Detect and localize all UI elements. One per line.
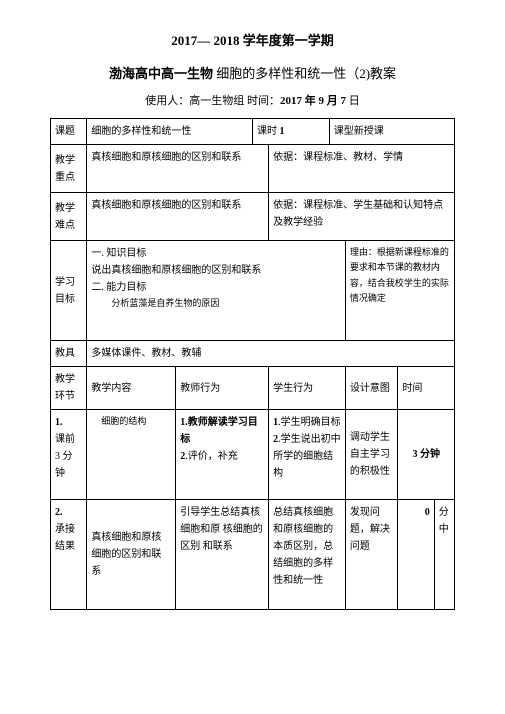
cell-value: 真核细胞和原核细胞的区别和联系 [87,145,269,193]
cell-value: 真核细胞和原核细胞的区别和联系 [87,500,176,610]
col-header: 教学环节 [51,367,87,410]
cell-label: 课题 [51,119,87,145]
title2-rest: 细胞的多样性和统一性（2)教案 [213,66,396,81]
title2-bold: 渤海高中高一生物 [109,66,213,81]
cell-value: 依据：课程标准、教材、学情 [269,145,455,193]
cell-value: 一. 知识目标 说出真核细胞和原核细胞的区别和联系 二. 能力目标 分析蓝藻是自… [87,241,346,341]
cell-label: 课型新授课 [329,119,454,145]
col-header: 教学内容 [87,367,176,410]
table-row-header: 教学环节 教学内容 教师行为 学生行为 设计意图 时间 [51,367,455,410]
cell-value: 调动学生自主学习的积极性 [345,410,398,500]
table-row: 课题 细胞的多样性和统一性 课时 1 课型新授课 [51,119,455,145]
cell-value: 1. 课前 3 分 钟 [51,410,87,500]
table-row: 教学重点 真核细胞和原核细胞的区别和联系 依据：课程标准、教材、学情 [51,145,455,193]
cell-value: 细胞的结构 [87,410,176,500]
table-row: 学习目标 一. 知识目标 说出真核细胞和原核细胞的区别和联系 二. 能力目标 分… [51,241,455,341]
cell-label: 学习目标 [51,241,87,341]
title3-prefix: 使用人：高一生物组 时间： [145,95,280,107]
cell-value: 发现问题，解决问题 [345,500,398,610]
title3-suffix: 日 [346,95,360,107]
goal-line: 分析蓝藻是自养生物的原因 [91,296,341,311]
cell-value: 细胞的多样性和统一性 [87,119,253,145]
goal-line: 二. 能力目标 [91,279,341,296]
cell-label: 教学难点 [51,193,87,241]
page-title-1: 2017— 2018 学年度第一学期 [50,30,455,49]
cell-value: 依据：课程标准、学生基础和认知特点及教学经验 [269,193,455,241]
cell-value: 0 [398,500,434,610]
lesson-plan-table: 课题 细胞的多样性和统一性 课时 1 课型新授课 教学重点 真核细胞和原核细胞的… [50,118,455,610]
goal-line: 说出真核细胞和原核细胞的区别和联系 [91,262,341,279]
cell-value: 理由：根据新课程标准的要求和本节课的教材内容，结合我校学生的实际情况确定 [345,241,454,341]
cell-label: 教学重点 [51,145,87,193]
cell-value: 总结真核细胞和原核细胞的本质区别，总结细胞的多样性和统一性 [269,500,346,610]
page-title-2: 渤海高中高一生物 细胞的多样性和统一性（2)教案 [50,63,455,82]
cell-value: 真核细胞和原核细胞的区别和联系 [87,193,269,241]
cell-value: 1.教师解读学习目标 2.评价，补充 [176,410,269,500]
cell-label: 教具 [51,341,87,367]
goal-line: 一. 知识目标 [91,245,341,262]
table-row: 1. 课前 3 分 钟 细胞的结构 1.教师解读学习目标 2.评价，补充 1.学… [51,410,455,500]
cell-value: 引导学生总结真核细胞和原 核细胞的区别 和联系 [176,500,269,610]
col-header: 教师行为 [176,367,269,410]
cell-label: 课时 1 [252,119,329,145]
title3-bold: 2017 年 9 月 7 [280,95,346,107]
col-header: 设计意图 [345,367,398,410]
table-row: 2. 承接 结果 真核细胞和原核细胞的区别和联系 引导学生总结真核细胞和原 核细… [51,500,455,610]
page-title-3: 使用人：高一生物组 时间：2017 年 9 月 7 日 [50,92,455,108]
table-row: 教学难点 真核细胞和原核细胞的区别和联系 依据：课程标准、学生基础和认知特点及教… [51,193,455,241]
cell-value: 2. 承接 结果 [51,500,87,610]
cell-value: 多媒体课件、教材、教辅 [87,341,455,367]
table-row: 教具 多媒体课件、教材、教辅 [51,341,455,367]
cell-value: 3 分钟 [398,410,455,500]
cell-value: 1.学生明确目标 2.学生说出初中所学的细胞结构 [269,410,346,500]
cell-value: 分 中 [434,500,454,610]
col-header: 时间 [398,367,455,410]
col-header: 学生行为 [269,367,346,410]
